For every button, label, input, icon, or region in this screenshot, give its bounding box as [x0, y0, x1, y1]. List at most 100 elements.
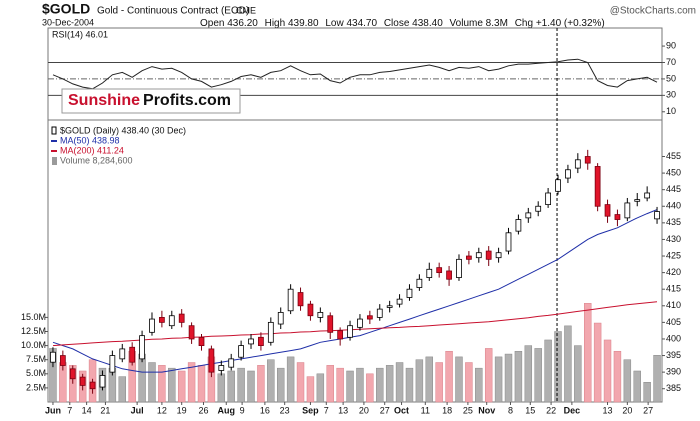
volume-bar: [445, 350, 453, 403]
y-tick-label: 12.5M: [21, 326, 46, 336]
legend-swatch: [52, 157, 57, 165]
candle-body: [50, 351, 56, 363]
x-tick-label: 13: [603, 405, 613, 415]
y-tick-label: 425: [666, 250, 681, 260]
candle-body: [574, 159, 581, 169]
y-tick-label: 415: [666, 284, 681, 294]
volume-bar: [574, 345, 582, 403]
candle-body: [277, 312, 284, 325]
x-tick-label: 25: [463, 405, 473, 415]
x-tick-label: 27: [643, 405, 653, 415]
volume-bar: [286, 356, 295, 403]
quote-high: High 439.80: [265, 18, 319, 29]
y-tick-label: 10.0M: [21, 340, 46, 350]
x-tick-label: Jul: [131, 405, 144, 415]
volume-bar: [653, 355, 661, 403]
legend-label: Volume 8,284,600: [60, 155, 133, 165]
candle-body: [129, 346, 136, 363]
quote-volume: Volume 8.3M: [450, 18, 508, 29]
x-tick-label: 7: [324, 405, 329, 415]
candle-body: [218, 365, 225, 371]
volume-bar: [296, 362, 305, 403]
volume-bar: [168, 367, 176, 403]
source: @StockCharts.com: [610, 6, 696, 17]
volume-bar: [346, 370, 354, 403]
candle-body: [366, 315, 373, 320]
volume-bar: [603, 339, 612, 403]
y-tick-label: 410: [666, 300, 681, 310]
instrument-name: Gold - Continuous Contract (EOD): [97, 6, 249, 17]
volume-bar: [356, 367, 364, 403]
volume-bar: [197, 365, 206, 403]
y-tick-label: 395: [666, 350, 681, 360]
candle-body: [297, 292, 304, 307]
date: 30-Dec-2004: [42, 17, 94, 27]
volume-bar: [504, 353, 513, 403]
y-tick-label: 400: [666, 333, 681, 343]
candle-body: [475, 252, 482, 259]
y-tick-label: 30: [666, 90, 676, 100]
candle-body: [376, 308, 383, 318]
candle-body: [614, 214, 621, 220]
legend-icon: [51, 126, 57, 135]
candle-body: [267, 321, 274, 343]
candle-body: [485, 250, 492, 260]
candle-body: [466, 255, 472, 260]
candle-body: [208, 348, 215, 373]
y-tick-label: 440: [666, 201, 681, 211]
candle-body: [644, 192, 651, 199]
x-tick-label: 20: [622, 405, 632, 415]
candle-body: [317, 312, 324, 318]
x-tick-label: Oct: [394, 405, 409, 415]
volume-bar: [336, 367, 344, 403]
volume-bar: [217, 373, 226, 403]
volume-bar: [247, 370, 255, 403]
volume-bar: [187, 362, 196, 403]
volume-bar: [237, 367, 245, 403]
x-tick-label: 19: [177, 405, 187, 415]
candle-body: [654, 211, 660, 220]
quote-open: Open 436.20: [200, 18, 258, 29]
candle-body: [168, 315, 175, 327]
y-tick-label: 430: [666, 234, 681, 244]
volume-bar: [465, 362, 473, 403]
moving-average: [52, 301, 658, 347]
volume-bar: [564, 325, 572, 403]
volume-bar: [484, 348, 493, 403]
logo: Sunshine Profits.com: [68, 92, 231, 109]
volume-bar: [306, 376, 315, 403]
x-tick-label: Sep: [302, 405, 319, 415]
candle-body: [79, 376, 86, 386]
y-tick-label: 385: [666, 383, 681, 393]
candle-body: [337, 330, 344, 340]
candle-body: [89, 381, 96, 390]
candle-body: [327, 315, 334, 333]
y-tick-label: 435: [666, 217, 681, 227]
candle-body: [119, 348, 126, 360]
volume-bar: [584, 303, 592, 403]
quote: Open 436.20 High 439.80 Low 434.70 Close…: [200, 18, 605, 29]
x-tick-label: 11: [421, 405, 430, 415]
y-tick-label: 450: [666, 167, 681, 177]
x-tick-label: Jun: [45, 405, 61, 415]
x-tick-label: 9: [240, 405, 245, 415]
y-tick-label: 10: [666, 106, 676, 116]
volume-bar: [257, 365, 265, 403]
legend-title: $GOLD (Daily) 438.40 (30 Dec): [60, 125, 186, 135]
quote-low: Low 434.70: [325, 18, 377, 29]
volume-bar: [366, 373, 374, 403]
volume-bar: [177, 370, 186, 403]
candle-body: [535, 205, 542, 212]
candle-body: [347, 325, 353, 338]
x-tick-label: 27: [380, 405, 390, 415]
volume-bar: [623, 359, 632, 403]
candle-body: [198, 336, 205, 346]
x-tick-label: 7: [67, 405, 72, 415]
x-tick-label: 15: [525, 405, 535, 415]
candle-body: [555, 179, 561, 192]
y-tick-label: 70: [666, 57, 676, 67]
volume-bar: [554, 331, 562, 403]
candle-body: [178, 313, 185, 323]
y-tick-label: 390: [666, 367, 681, 377]
